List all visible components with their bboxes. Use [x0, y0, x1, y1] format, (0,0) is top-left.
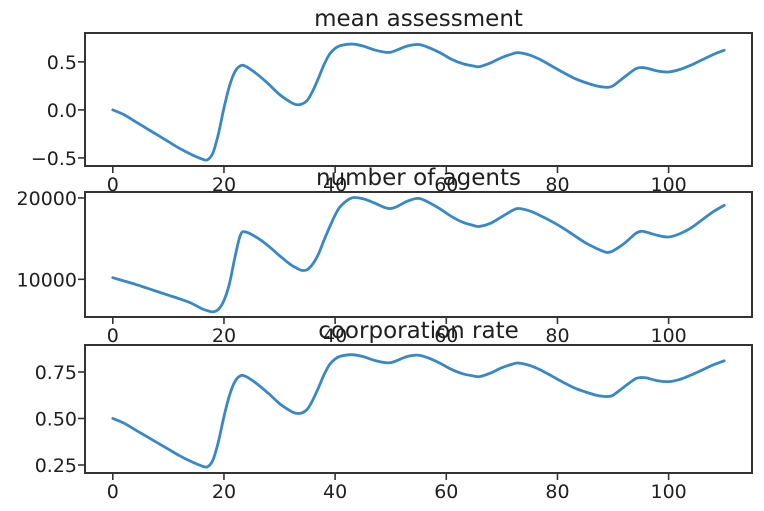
x-tick-label: 100: [650, 481, 686, 503]
line-series: [111, 196, 726, 314]
x-tick-label: 60: [434, 174, 458, 196]
y-tick-label: 0.50: [35, 408, 77, 430]
x-tick-label: 100: [650, 325, 686, 347]
y-tick-label: 10000: [17, 269, 77, 291]
subplot-title: number of agents: [316, 165, 521, 191]
x-tick-label: 0: [107, 325, 119, 347]
x-tick-label: 80: [545, 174, 569, 196]
x-tick-label: 40: [323, 481, 347, 503]
plot-area: [84, 191, 753, 318]
y-tick-label: 0.0: [47, 100, 77, 122]
y-tick-label: −0.5: [31, 148, 77, 170]
line-series: [111, 42, 726, 162]
y-tick-label: 0.75: [35, 362, 77, 384]
y-tick-label: 20000: [17, 188, 77, 210]
x-tick-label: 0: [107, 174, 119, 196]
plot-area: [84, 32, 753, 167]
subplot-mean-assessment: 0 20 40 60 80 100 −0.5 0.0 0.5 mean assessment: [31, 6, 753, 196]
x-tick-label: 20: [212, 325, 236, 347]
y-tick-label: 0.5: [47, 52, 77, 74]
x-tick-label: 20: [212, 174, 236, 196]
x-tick-label: 80: [545, 325, 569, 347]
subplot-coorporation-rate: 0 20 40 60 80 100 0.25 0.50 0.75 coorporation rat…: [35, 318, 753, 503]
x-tick-label: 0: [107, 481, 119, 503]
x-tick-label: 60: [434, 325, 458, 347]
x-tick-label: 40: [323, 325, 347, 347]
y-tick-label: 0.25: [35, 455, 77, 477]
plot-area: [84, 344, 753, 474]
x-tick-label: 60: [434, 481, 458, 503]
subplot-title: coorporation rate: [318, 318, 519, 344]
line-series: [111, 353, 726, 469]
x-tick-label: 100: [650, 174, 686, 196]
x-tick-label: 80: [545, 481, 569, 503]
x-tick-label: 40: [323, 174, 347, 196]
x-tick-label: 20: [212, 481, 236, 503]
subplot-number-of-agents: 0 20 40 60 80 100 10000 20000 number of agents: [17, 165, 753, 347]
subplot-title: mean assessment: [314, 6, 523, 32]
